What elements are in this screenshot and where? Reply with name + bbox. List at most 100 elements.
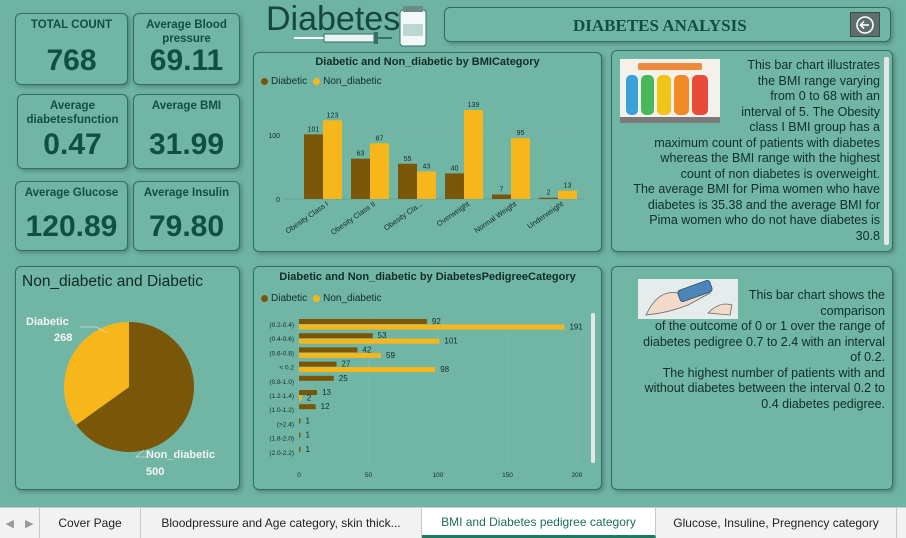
y-tick-label: (0.4-0.6) bbox=[269, 336, 294, 343]
data-label: 1 bbox=[306, 416, 311, 425]
bar-diabetic[interactable] bbox=[299, 432, 301, 438]
kpi-label: TOTAL COUNT bbox=[30, 19, 113, 31]
legend-item-diabetic: Diabetic bbox=[261, 76, 307, 87]
pie-slice-diabetic[interactable] bbox=[63, 322, 129, 425]
bar-diabetic[interactable] bbox=[492, 194, 511, 199]
pie-label-value: 500 bbox=[146, 466, 164, 478]
bar-non-diabetic[interactable] bbox=[323, 120, 342, 199]
description-line: interval of 5. The Obesity bbox=[741, 104, 880, 119]
scrollbar[interactable] bbox=[884, 57, 889, 245]
scrollbar[interactable] bbox=[591, 313, 595, 463]
back-button[interactable] bbox=[850, 12, 880, 37]
bar-diabetic[interactable] bbox=[299, 375, 334, 381]
data-label: 101 bbox=[444, 337, 458, 346]
bar-non-diabetic[interactable] bbox=[299, 367, 436, 373]
sheet-tab-bar: ◀ ▶ Cover Page Bloodpressure and Age cat… bbox=[0, 507, 906, 538]
bar-diabetic[interactable] bbox=[299, 319, 427, 324]
y-tick-label: (1.8-2.0) bbox=[269, 436, 294, 443]
tab-glucose-insuline-pregnency[interactable]: Glucose, Insuline, Pregnency category bbox=[656, 508, 897, 538]
leader-line bbox=[80, 326, 109, 334]
data-label: 1 bbox=[306, 431, 311, 440]
kpi-value: 120.89 bbox=[25, 210, 118, 243]
tab-scroll-arrows[interactable]: ◀ ▶ bbox=[0, 508, 40, 538]
legend-dot bbox=[261, 78, 268, 85]
data-label: 101 bbox=[308, 126, 320, 133]
tab-bmi-diabetes-pedigree[interactable]: BMI and Diabetes pedigree category bbox=[422, 508, 656, 538]
bar-diabetic[interactable] bbox=[539, 197, 558, 199]
bar-diabetic[interactable] bbox=[445, 173, 464, 199]
legend-label: Non_diabetic bbox=[323, 293, 382, 304]
x-tick-label: 0 bbox=[297, 472, 301, 479]
dpf-chart-panel: Diabetic and Non_diabetic by DiabetesPed… bbox=[253, 266, 602, 490]
legend-dot bbox=[313, 295, 321, 302]
legend-label: Non_diabetic bbox=[323, 76, 382, 87]
bar-diabetic[interactable] bbox=[351, 158, 370, 199]
description-line: class I BMI group has a bbox=[749, 120, 880, 134]
data-label: 1 bbox=[306, 445, 311, 454]
bar-non-diabetic[interactable] bbox=[299, 338, 440, 344]
bar-diabetic[interactable] bbox=[304, 134, 323, 199]
tab-bloodpressure-age[interactable]: Bloodpressure and Age category, skin thi… bbox=[141, 508, 422, 538]
page-title: DIABETES ANALYSIS bbox=[573, 16, 747, 35]
data-label: 7 bbox=[500, 187, 504, 194]
kpi-value: 69.11 bbox=[149, 44, 224, 77]
bar-diabetic[interactable] bbox=[299, 418, 301, 424]
bmi-description-text: This bar chart illustrates the BMI range … bbox=[612, 58, 880, 244]
description-line: The average BMI for Pima women who have bbox=[633, 182, 880, 196]
data-label: 43 bbox=[423, 163, 431, 170]
data-label: 63 bbox=[357, 151, 365, 158]
logo-text: Diabetes bbox=[266, 0, 401, 38]
kpi-value: 0.47 bbox=[43, 128, 102, 161]
pie-chart-title: Non_diabetic and Diabetic bbox=[22, 273, 203, 290]
x-tick-label: Obesity Class II bbox=[329, 199, 377, 236]
tab-cover-page[interactable]: Cover Page bbox=[40, 508, 141, 538]
legend-dot bbox=[261, 295, 268, 302]
kpi-total-count: TOTAL COUNT 768 bbox=[15, 13, 128, 85]
chevron-left-icon[interactable]: ◀ bbox=[5, 517, 14, 530]
pie-slice-non-diabetic[interactable] bbox=[76, 322, 194, 452]
bar-non-diabetic[interactable] bbox=[417, 171, 436, 199]
chevron-right-icon[interactable]: ▶ bbox=[25, 517, 34, 530]
pie-label-name: Non_diabetic bbox=[146, 449, 215, 461]
description-line: This bar chart illustrates bbox=[747, 58, 880, 72]
data-label: 25 bbox=[339, 374, 348, 383]
y-tick-label: 0 bbox=[276, 197, 280, 204]
bar-non-diabetic[interactable] bbox=[511, 138, 530, 199]
description-line: diabetes pedigree 0.7 to 2.4 with an int… bbox=[643, 334, 885, 349]
legend-item-diabetic: Diabetic bbox=[261, 293, 307, 304]
bar-non-diabetic[interactable] bbox=[299, 324, 565, 330]
y-tick-label: (1.2-1.4) bbox=[269, 393, 294, 400]
data-label: 12 bbox=[321, 402, 330, 411]
bmi-chart-legend: Diabetic Non_diabetic bbox=[261, 76, 388, 87]
bar-non-diabetic[interactable] bbox=[299, 352, 382, 358]
data-label: 87 bbox=[376, 135, 384, 142]
bar-non-diabetic[interactable] bbox=[464, 110, 483, 199]
data-label: 2 bbox=[547, 190, 551, 197]
data-label: 40 bbox=[451, 165, 459, 172]
data-label: 139 bbox=[468, 102, 480, 109]
bar-non-diabetic[interactable] bbox=[370, 143, 389, 199]
bmi-description-panel: This bar chart illustrates the BMI range … bbox=[611, 50, 893, 252]
bar-diabetic[interactable] bbox=[299, 361, 337, 367]
x-tick-label: Obesity Class I bbox=[284, 199, 330, 235]
bar-diabetic[interactable] bbox=[299, 347, 358, 353]
y-tick-label: (0.2-0.4) bbox=[269, 322, 294, 329]
data-label: 13 bbox=[322, 388, 331, 397]
dpf-bar-chart: 0 50 100 150 200 (0.2-0.4) 92 191 (0.4-0.6) 53 101… bbox=[269, 316, 583, 479]
bar-diabetic[interactable] bbox=[299, 333, 373, 339]
bar-non-diabetic[interactable] bbox=[299, 395, 302, 401]
pie-chart-panel: Non_diabetic and Diabetic Diabetic 268 Non… bbox=[15, 266, 240, 490]
x-tick-label: 50 bbox=[365, 472, 373, 479]
bar-diabetic[interactable] bbox=[299, 390, 318, 395]
kpi-value: 31.99 bbox=[148, 128, 225, 161]
description-line: The highest number of patients with and bbox=[662, 365, 885, 380]
data-label: 191 bbox=[569, 323, 583, 332]
bar-non-diabetic[interactable] bbox=[558, 190, 577, 199]
kpi-avg-bmi: Average BMI 31.99 bbox=[133, 94, 240, 169]
header-title-bar: DIABETES ANALYSIS bbox=[444, 7, 891, 42]
bar-diabetic[interactable] bbox=[299, 404, 316, 410]
description-line: from 0 to 68 with an bbox=[770, 89, 880, 103]
bmi-chart-title: Diabetic and Non_diabetic by BMICategory bbox=[315, 56, 540, 68]
bar-diabetic[interactable] bbox=[398, 163, 417, 199]
bar-diabetic[interactable] bbox=[299, 446, 301, 452]
